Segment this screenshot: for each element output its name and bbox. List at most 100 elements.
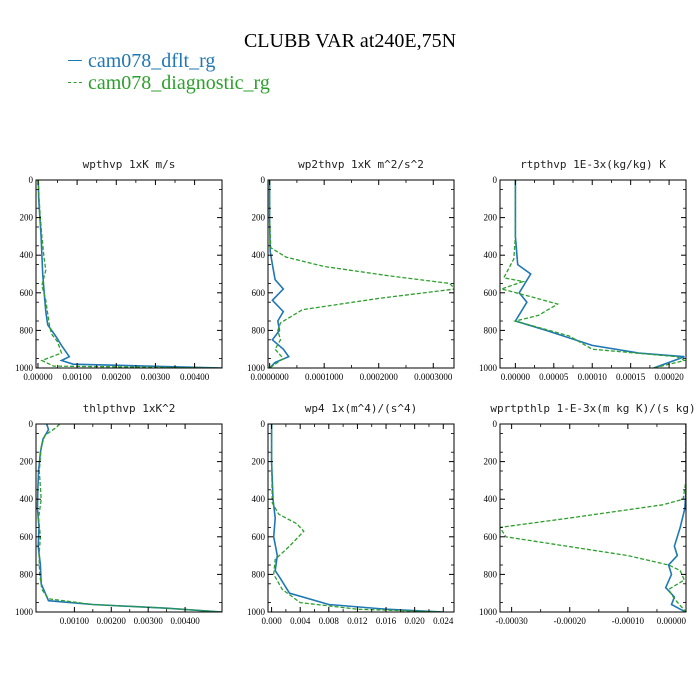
panel-title: wpthvp 1xK m/s [83,158,176,171]
y-tick-label: 0 [29,419,34,429]
series-line-diagnostic [500,424,686,612]
plot-frame [35,423,223,613]
panel-title: rtpthvp 1E-3x(kg/kg) K [520,158,666,171]
x-tick-label: 0.0001000 [305,372,344,382]
y-tick-label: 1000 [15,363,34,373]
legend-label: cam078_diagnostic_rg [88,72,270,94]
panel-title: wp4 1x(m^4)/(s^4) [305,402,418,415]
y-tick-label: 0 [493,419,498,429]
x-tick-label: 0.020 [405,616,426,626]
legend-line-icon [68,81,82,83]
y-tick-label: 800 [484,569,498,579]
panel-3: thlpthvp 1xK^2 0 200 400 600 800 1000 0.00100 0.… [15,402,223,626]
x-tick-label: 0.00200 [97,616,127,626]
y-tick-label: 800 [252,325,266,335]
plot-frame [35,179,223,369]
series-line-dflt [664,424,686,612]
x-tick-label: 0.00400 [170,616,200,626]
y-tick-label: 600 [252,288,266,298]
y-tick-label: 200 [252,457,266,467]
x-tick-label: 0.00300 [134,616,164,626]
series-line-dflt [37,180,222,368]
plot-frame [267,423,455,613]
plot-frame [267,179,455,369]
x-tick-label: 0.00020 [654,372,684,382]
x-tick-label: 0.00000 [23,372,53,382]
x-tick-label: 0.016 [376,616,397,626]
y-tick-label: 0 [261,419,266,429]
y-tick-label: 800 [484,325,498,335]
panel-1: wp2thvp 1xK m^2/s^2020040060080010000.00… [247,158,455,382]
panel-2: rtpthvp 1E-3x(kg/kg) K020040060080010000… [479,158,687,382]
panel-title: thlpthvp 1xK^2 [83,402,176,415]
legend-entry-diagnostic: cam078_diagnostic_rg [68,72,270,95]
series-line-dflt [36,424,222,612]
series-line-diagnostic [270,424,444,612]
y-tick-label: 600 [484,532,498,542]
y-tick-label: 0 [493,175,498,185]
legend-label: cam078_dflt_rg [88,50,216,72]
y-tick-label: 400 [20,494,34,504]
panel-title: wp2thvp 1xK m^2/s^2 [298,158,424,171]
x-tick-label: 0.00300 [141,372,171,382]
y-tick-label: 400 [484,250,498,260]
x-tick-label: 0.000 [261,616,282,626]
x-tick-label: -0.00030 [496,616,529,626]
y-tick-label: 600 [252,532,266,542]
x-tick-label: 0.004 [290,616,311,626]
y-tick-label: 1000 [247,607,266,617]
x-tick-label: 0.012 [347,616,367,626]
series-line-dflt [514,180,685,368]
x-tick-label: 0.0003000 [414,372,453,382]
y-tick-label: 1000 [479,607,498,617]
x-tick-label: 0.0000000 [251,372,290,382]
x-tick-label: 0.00010 [578,372,608,382]
x-tick-label: 0.0002000 [360,372,399,382]
x-tick-label: 0.00200 [102,372,132,382]
y-tick-label: 1000 [247,363,266,373]
y-tick-label: 400 [252,494,266,504]
x-tick-label: 0.00000 [657,616,687,626]
x-tick-label: 0.00000 [501,372,531,382]
y-tick-label: 1000 [15,607,34,617]
legend-entry-dflt: cam078_dflt_rg [68,50,215,73]
y-tick-label: 0 [261,175,266,185]
x-tick-label: -0.00020 [554,616,587,626]
y-tick-label: 200 [20,457,34,467]
y-tick-label: 600 [484,288,498,298]
y-tick-label: 200 [484,213,498,223]
series-line-dflt [270,424,444,612]
y-tick-label: 1000 [479,363,498,373]
x-tick-label: 0.00005 [539,372,569,382]
plot-frame [499,179,687,369]
figure-title: CLUBB VAR at240E,75N [243,30,457,52]
y-tick-label: 800 [20,569,34,579]
x-tick-label: 0.00100 [60,616,90,626]
y-tick-label: 200 [484,457,498,467]
series-line-diagnostic [500,180,686,368]
y-tick-label: 800 [252,569,266,579]
y-tick-label: 200 [252,213,266,223]
y-tick-label: 400 [252,250,266,260]
plot-frame [499,423,687,613]
y-tick-label: 200 [20,213,34,223]
y-tick-label: 600 [20,288,34,298]
x-tick-label: -0.00010 [612,616,645,626]
y-tick-label: 800 [20,325,34,335]
y-tick-label: 0 [29,175,34,185]
legend-line-icon [68,59,82,61]
series-line-diagnostic [37,180,219,368]
x-tick-label: 0.008 [319,616,340,626]
panel-title: wprtpthlp 1-E-3x(m kg K)/(s kg) [490,402,695,415]
series-line-diagnostic [268,180,454,368]
x-tick-label: 0.00400 [180,372,210,382]
x-tick-label: 0.024 [433,616,454,626]
y-tick-label: 600 [20,532,34,542]
series-line-dflt [268,180,290,368]
x-tick-label: 0.00015 [616,372,646,382]
x-tick-label: 0.00100 [62,372,92,382]
panel-5: wprtpthlp 1-E-3x(m kg K)/(s kg) 0 200 400 60… [479,402,696,626]
